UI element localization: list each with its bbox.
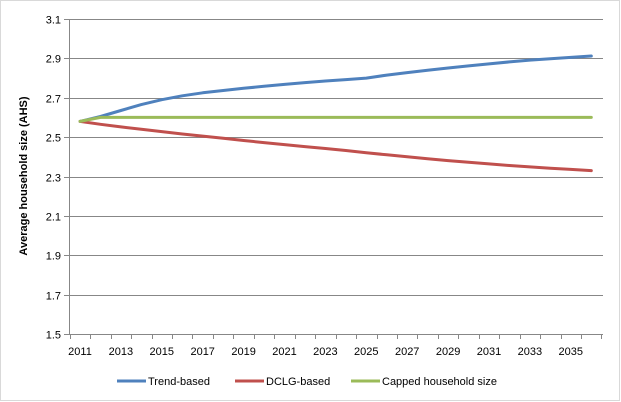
y-tick-label: 3.1: [46, 15, 61, 27]
y-tick-label: 1.7: [46, 291, 61, 303]
series-line-trend-based: [78, 54, 593, 123]
x-tick-label: 2035: [559, 346, 583, 358]
y-tick-label: 2.9: [46, 54, 61, 66]
gridlines: [69, 19, 603, 296]
y-tick-label: 2.7: [46, 94, 61, 106]
x-tick-label: 2029: [436, 346, 460, 358]
series-line-dclg-based: [78, 119, 593, 173]
legend-label: Capped household size: [382, 376, 497, 388]
x-tick-label: 2011: [68, 346, 92, 358]
series-lines: [78, 54, 593, 173]
series-line-capped-household-size: [78, 115, 593, 123]
x-tick-label: 2027: [395, 346, 419, 358]
legend-label: Trend-based: [148, 376, 210, 388]
x-tick-label: 2031: [477, 346, 501, 358]
legend-label: DCLG-based: [266, 376, 330, 388]
x-tick-label: 2015: [150, 346, 174, 358]
x-tick-label: 2013: [109, 346, 133, 358]
legend: Trend-based DCLG-based Capped household si…: [117, 376, 497, 388]
y-tick-label: 2.5: [46, 133, 61, 145]
x-tick-label: 2019: [231, 346, 255, 358]
y-tick-label: 1.9: [46, 251, 61, 263]
y-tick-label: 1.5: [46, 330, 61, 342]
y-axis-title: Average household size (AHS): [18, 96, 30, 255]
y-tick-label: 2.3: [46, 173, 61, 185]
x-tick-label: 2021: [272, 346, 296, 358]
axes: 1.5 1.7 1.9 2.1 2.3 2.5 2.7 2.9 3.1 2011 2013 2015 2…: [46, 15, 603, 358]
x-tick-label: 2025: [354, 346, 378, 358]
y-tick-label: 2.1: [46, 212, 61, 224]
x-tick-label: 2017: [190, 346, 214, 358]
x-tick-label: 2023: [313, 346, 337, 358]
x-tick-label: 2033: [518, 346, 542, 358]
